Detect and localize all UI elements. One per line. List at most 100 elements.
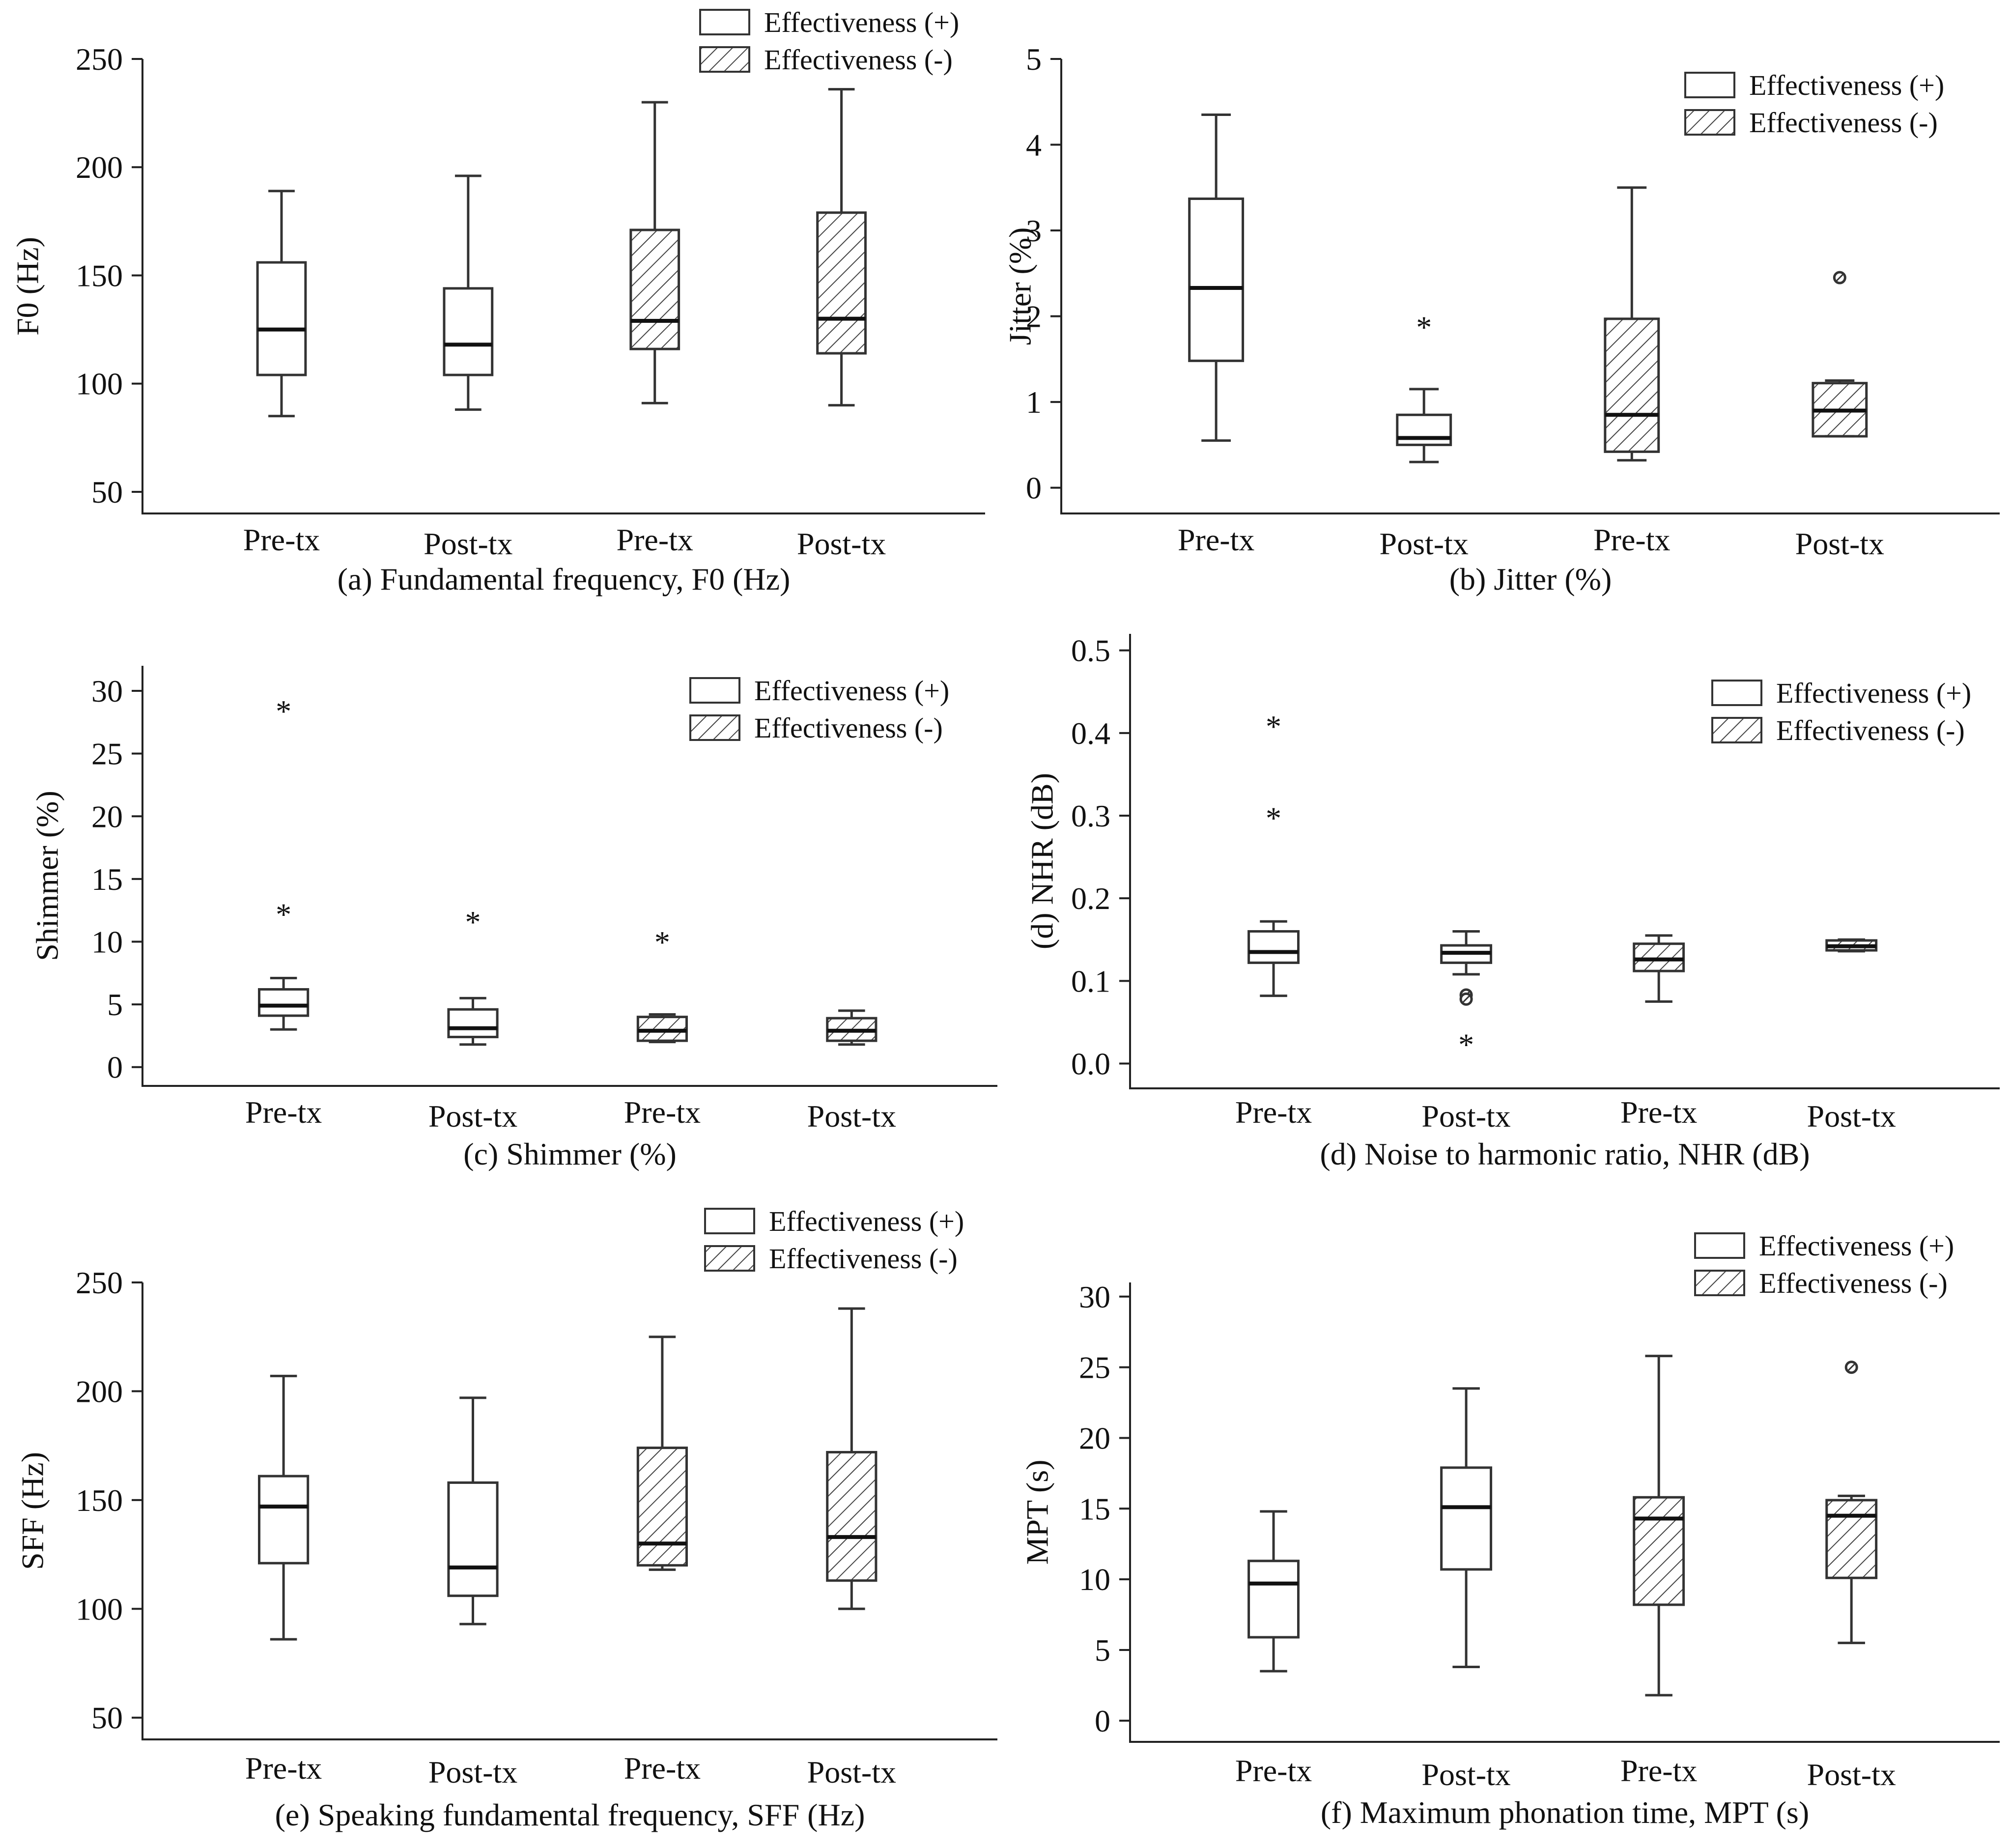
legend-label-minus: Effectiveness (-) [769,1243,958,1275]
panel-caption: (a) Fundamental frequency, F0 (Hz) [338,562,791,597]
axis-lines [1129,1282,2000,1743]
y-tick-label: 0.3 [1071,798,1110,833]
y-tick-label: 250 [76,1265,123,1300]
panel-f: 0 5 10 15 20 25 30 MPT (s) Pre-tx Post-tx Pre-tx Po… [1020,1230,2000,1830]
legend-label-plus: Effectiveness (+) [754,675,949,707]
outlier-star: * [1416,310,1432,345]
box-3 [629,101,680,404]
box-2: * [1396,310,1452,463]
y-tick-label: 0.4 [1071,716,1110,751]
box-1: ** [1247,709,1300,997]
y-tick-label: 250 [76,42,123,77]
panel-caption: (c) Shimmer (%) [463,1137,677,1171]
box-3 [1604,186,1660,462]
y-tick-label: 20 [91,799,123,834]
box-4 [826,1307,878,1610]
iqr-box [1440,1466,1493,1571]
category-label: Pre-tx [1235,1095,1312,1130]
legend-swatch-plus [1711,680,1762,706]
legend-swatch-minus [689,714,740,741]
axis-lines [1060,59,2000,514]
box-2: * [447,905,499,1046]
category-label: Post-tx [807,1755,896,1790]
outlier-circle-slash [1836,274,1843,282]
y-tick-label: 30 [1079,1279,1110,1314]
y-tick-label: 5 [1095,1633,1110,1668]
y-tick-label: 15 [91,862,123,897]
legend: Effectiveness (+) Effectiveness (-) [704,1205,964,1275]
iqr-box [1247,1560,1300,1639]
iqr-box [1604,317,1660,453]
box-4 [826,1009,878,1046]
outlier-star: * [465,905,481,939]
y-tick-label: 0.0 [1071,1047,1110,1081]
y-tick-label: 15 [1079,1491,1110,1526]
category-label: Pre-tx [1620,1753,1697,1788]
panel-b: 0 1 2 3 4 5 Jitter (%) Pre-tx Post-tx Pre-tx Post-… [1002,42,2000,597]
legend-label-plus: Effectiveness (+) [1759,1230,1954,1262]
legend-swatch-minus [1711,717,1762,743]
legend-label-minus: Effectiveness (-) [1759,1267,1948,1299]
y-tick-label: 0.1 [1071,964,1110,998]
iqr-box [1633,942,1685,972]
legend-swatch-minus [704,1245,755,1272]
category-label: Pre-tx [1235,1753,1312,1788]
legend-swatch-minus [1684,109,1735,136]
y-tick-label: 150 [76,1483,123,1518]
y-tick-label: 30 [91,674,123,709]
axis-lines [1129,634,2000,1089]
y-tick-label: 10 [1079,1562,1110,1597]
box-1: ** [258,694,310,1031]
outlier-star: * [1266,709,1281,744]
y-tick-label: 4 [1026,128,1042,163]
category-label: Post-tx [1807,1757,1896,1792]
panel-e: 50 100 150 200 250 SFF (Hz) Pre-tx Post-tx Pre-t… [15,1205,997,1832]
outlier-star: * [1458,1027,1474,1062]
iqr-box [629,228,680,350]
box-1 [258,1374,310,1641]
outlier-star: * [654,925,670,960]
axis-lines [142,59,985,514]
y-tick-label: 10 [91,924,123,959]
box-3 [636,1336,688,1571]
y-tick-label: 100 [76,367,123,401]
panel-c: 0 5 10 15 20 25 30 Shimmer (%) Pre-tx Post-tx Pre-… [29,666,997,1171]
category-label: Post-tx [797,526,886,561]
y-tick-label: 50 [91,475,123,510]
legend-swatch-plus [704,1208,755,1234]
iqr-box [258,988,310,1017]
category-label: Pre-tx [624,1751,701,1786]
axis-lines [142,1282,997,1740]
legend: Effectiveness (+) Effectiveness (-) [1711,677,1971,746]
box-4 [1825,1361,1878,1645]
legend-swatch-plus [1694,1232,1745,1259]
category-label: Post-tx [424,526,512,561]
legend-label-minus: Effectiveness (-) [764,44,953,76]
legend: Effectiveness (+) Effectiveness (-) [1694,1230,1954,1299]
iqr-box [1247,930,1300,964]
legend-swatch-plus [699,9,750,35]
iqr-box [256,261,307,376]
category-label: Post-tx [428,1755,517,1790]
panel-a: 50 100 150 200 250 F0 (Hz) Pre-tx Post-tx Pre-tx… [10,6,985,597]
legend-label-minus: Effectiveness (-) [1776,714,1965,746]
box-1 [256,190,307,418]
category-label: Pre-tx [624,1095,701,1130]
iqr-box [443,287,494,376]
box-2 [447,1396,499,1625]
y-tick-label: 200 [76,150,123,185]
y-tick-label: 0.5 [1071,633,1110,668]
panel-d: 0.0 0.1 0.2 0.3 0.4 0.5 (d) NHR (dB) Pre-tx Post… [1024,633,2000,1171]
iqr-box [816,211,867,355]
y-axis-title: F0 (Hz) [10,237,45,336]
legend-label-plus: Effectiveness (+) [769,1205,964,1237]
outlier-star: * [1266,801,1281,836]
panel-caption: (e) Speaking fundamental frequency, SFF … [275,1797,865,1832]
outlier-star: * [276,897,291,932]
outlier-circle-slash [1848,1364,1855,1371]
category-label: Pre-tx [1178,522,1254,557]
category-label: Post-tx [1807,1099,1896,1134]
box-1 [1188,113,1245,442]
legend-swatch-minus [699,46,750,73]
